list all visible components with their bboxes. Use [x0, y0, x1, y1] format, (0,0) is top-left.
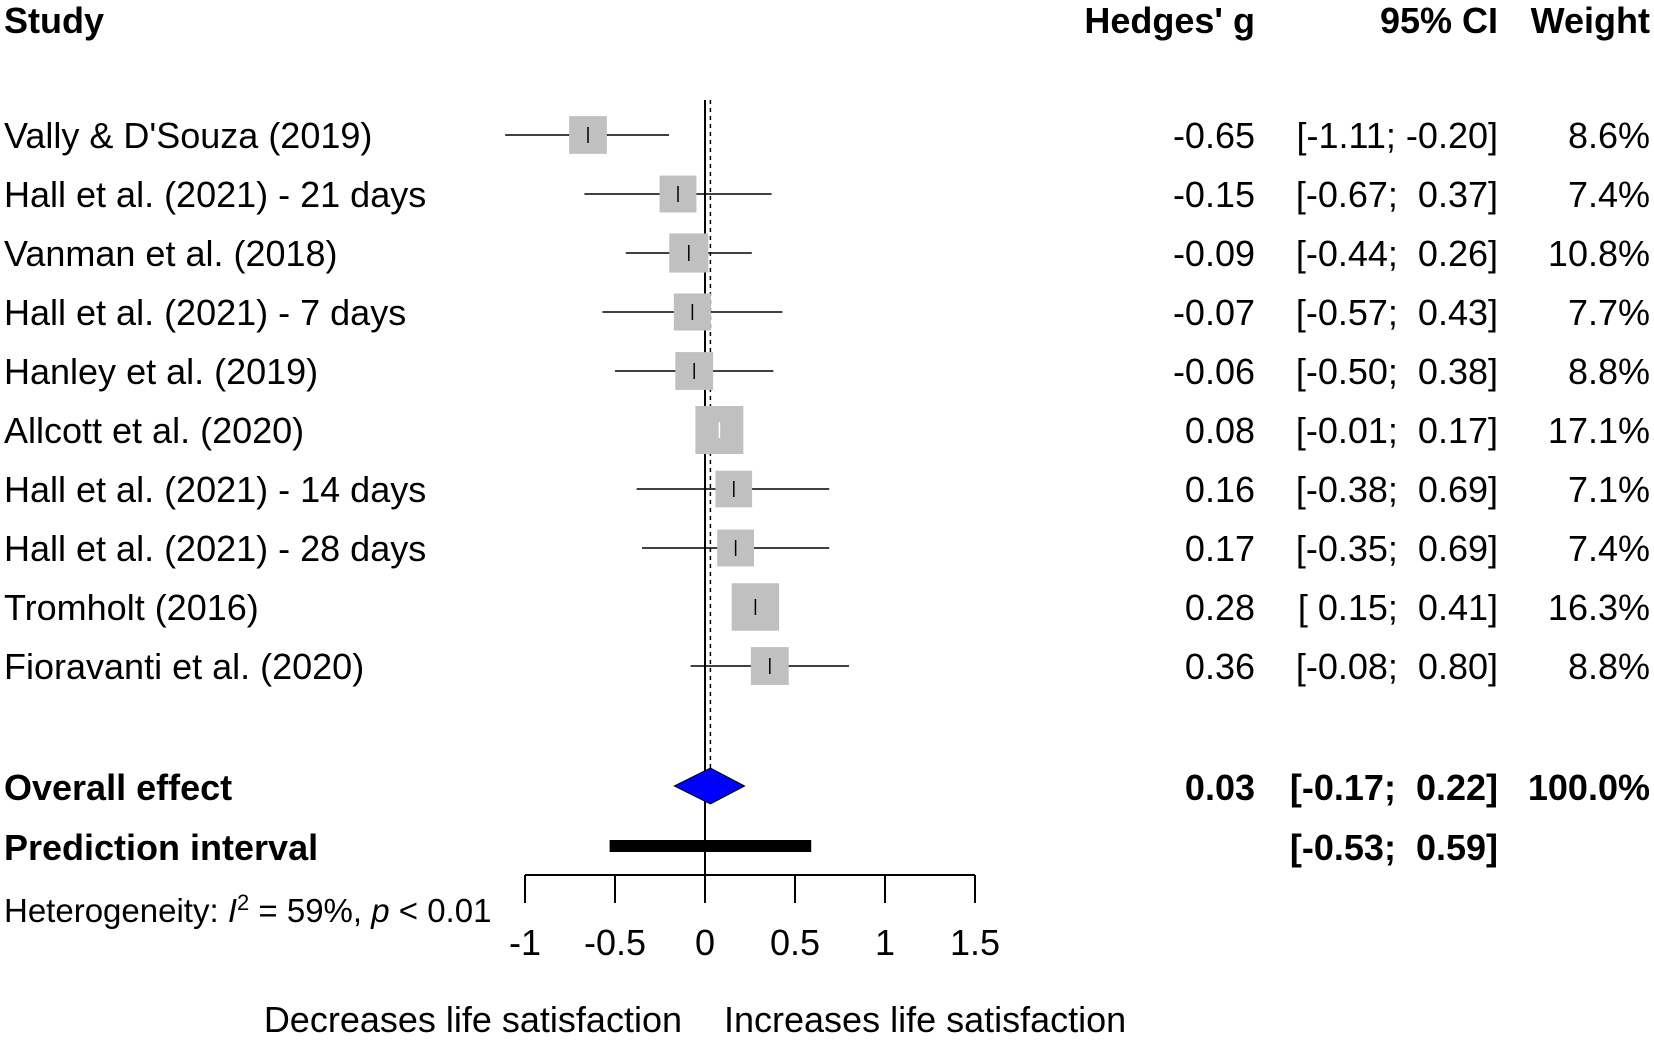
study-row: Hall et al. (2021) - 7 days -0.07 [-0.57; …	[4, 292, 1650, 333]
study-g: -0.09	[1173, 233, 1255, 274]
study-row: Allcott et al. (2020) 0.08 [-0.01; 0.17] 17…	[4, 406, 1650, 454]
study-weight: 16.3%	[1548, 587, 1650, 628]
study-weight: 8.8%	[1568, 351, 1650, 392]
study-g: -0.65	[1173, 115, 1255, 156]
x-tick-label: 1	[875, 922, 895, 963]
x-tick-label: 0	[695, 922, 715, 963]
study-weight: 8.8%	[1568, 646, 1650, 687]
study-name: Vanman et al. (2018)	[4, 233, 338, 274]
study-name: Hall et al. (2021) - 7 days	[4, 292, 406, 333]
study-row: Fioravanti et al. (2020) 0.36 [-0.08; 0.80…	[4, 646, 1650, 687]
study-row: Hall et al. (2021) - 28 days 0.17 [-0.35; …	[4, 528, 1650, 569]
study-ci: [-1.11; -0.20]	[1297, 115, 1498, 156]
xlabel-right: Increases life satisfaction	[724, 999, 1126, 1040]
study-g: 0.28	[1185, 587, 1255, 628]
study-ci: [ 0.15; 0.41]	[1298, 587, 1498, 628]
study-row: Hanley et al. (2019) -0.06 [-0.50; 0.38] 8.…	[4, 351, 1650, 392]
x-tick-label: -1	[509, 922, 541, 963]
study-weight: 10.8%	[1548, 233, 1650, 274]
study-name: Allcott et al. (2020)	[4, 410, 304, 451]
study-row: Vanman et al. (2018) -0.09 [-0.44; 0.26] 10…	[4, 233, 1650, 274]
study-g: 0.08	[1185, 410, 1255, 451]
study-weight: 7.4%	[1568, 174, 1650, 215]
study-ci: [-0.50; 0.38]	[1296, 351, 1498, 392]
study-g: 0.17	[1185, 528, 1255, 569]
header-weight: Weight	[1531, 0, 1650, 41]
study-weight: 7.7%	[1568, 292, 1650, 333]
study-g: 0.36	[1185, 646, 1255, 687]
study-row: Vally & D'Souza (2019) -0.65 [-1.11; -0.20…	[4, 115, 1650, 156]
study-row: Hall et al. (2021) - 14 days 0.16 [-0.38; …	[4, 469, 1650, 510]
study-weight: 8.6%	[1568, 115, 1650, 156]
overall-ci: [-0.17; 0.22]	[1290, 767, 1498, 808]
study-g: 0.16	[1185, 469, 1255, 510]
study-g: -0.06	[1173, 351, 1255, 392]
study-ci: [-0.44; 0.26]	[1296, 233, 1498, 274]
study-name: Fioravanti et al. (2020)	[4, 646, 364, 687]
prediction-ci: [-0.53; 0.59]	[1290, 827, 1498, 868]
heterogeneity-text: Heterogeneity: I2 = 59%, p < 0.01	[4, 890, 491, 930]
study-ci: [-0.35; 0.69]	[1296, 528, 1498, 569]
x-tick-label: 1.5	[950, 922, 1000, 963]
study-ci: [-0.57; 0.43]	[1296, 292, 1498, 333]
study-name: Hall et al. (2021) - 21 days	[4, 174, 426, 215]
header-effect: Hedges' g	[1084, 0, 1255, 41]
study-g: -0.07	[1173, 292, 1255, 333]
study-name: Hall et al. (2021) - 28 days	[4, 528, 426, 569]
study-weight: 7.1%	[1568, 469, 1650, 510]
study-ci: [-0.38; 0.69]	[1296, 469, 1498, 510]
study-ci: [-0.01; 0.17]	[1296, 410, 1498, 451]
header-study: Study	[4, 0, 104, 41]
study-name: Hanley et al. (2019)	[4, 351, 318, 392]
study-weight: 7.4%	[1568, 528, 1650, 569]
xlabel-left: Decreases life satisfaction	[264, 999, 682, 1040]
study-g: -0.15	[1173, 174, 1255, 215]
x-tick-label: -0.5	[584, 922, 646, 963]
study-rows: Vally & D'Souza (2019) -0.65 [-1.11; -0.20…	[4, 115, 1650, 687]
study-name: Vally & D'Souza (2019)	[4, 115, 372, 156]
study-name: Tromholt (2016)	[4, 587, 259, 628]
overall-g: 0.03	[1185, 767, 1255, 808]
overall-label: Overall effect	[4, 767, 232, 808]
study-weight: 17.1%	[1548, 410, 1650, 451]
overall-effect-diamond	[673, 767, 746, 805]
header-ci: 95% CI	[1380, 0, 1498, 41]
study-row: Tromholt (2016) 0.28 [ 0.15; 0.41] 16.3%	[4, 583, 1650, 631]
study-ci: [-0.67; 0.37]	[1296, 174, 1498, 215]
x-axis-ticks: -1 -0.5 0 0.5 1 1.5	[509, 875, 1000, 963]
study-row: Hall et al. (2021) - 21 days -0.15 [-0.67;…	[4, 174, 1650, 215]
study-name: Hall et al. (2021) - 14 days	[4, 469, 426, 510]
study-ci: [-0.08; 0.80]	[1296, 646, 1498, 687]
prediction-label: Prediction interval	[4, 827, 318, 868]
overall-weight: 100.0%	[1528, 767, 1650, 808]
x-tick-label: 0.5	[770, 922, 820, 963]
